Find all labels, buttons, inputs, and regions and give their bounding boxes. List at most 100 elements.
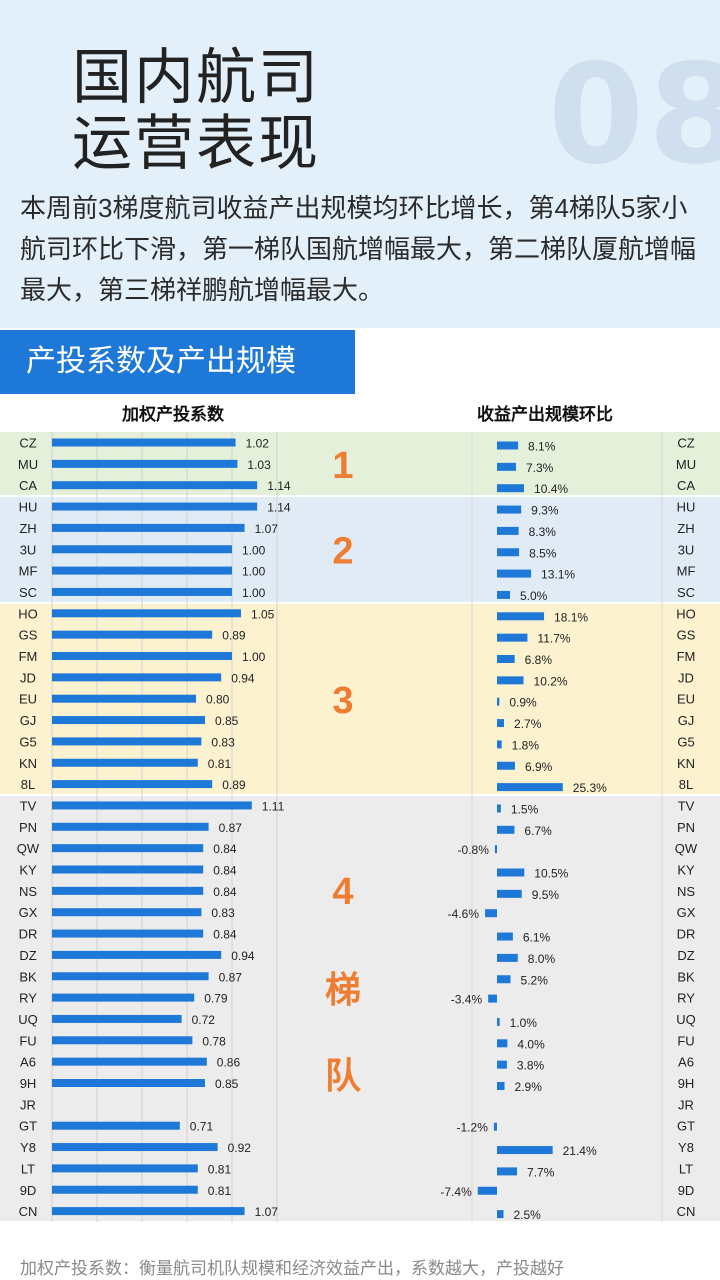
airline-code-left: KY: [19, 863, 37, 878]
airline-code-right: GS: [677, 628, 696, 643]
airline-code-right: FM: [677, 649, 696, 664]
growth-label: 1.8%: [512, 738, 540, 752]
growth-label: 8.1%: [528, 440, 556, 454]
tier-label-2: 2: [332, 530, 353, 572]
coef-label: 0.79: [204, 992, 228, 1006]
airline-code-left: QW: [17, 841, 40, 856]
airline-code-left: FM: [19, 649, 38, 664]
coef-bar: [52, 1207, 245, 1216]
airline-code-right: ZH: [677, 521, 694, 536]
airline-code-left: TV: [20, 798, 37, 813]
airline-code-right: CN: [677, 1204, 696, 1219]
airline-code-right: DZ: [677, 948, 694, 963]
airline-code-left: LT: [21, 1161, 35, 1176]
airline-code-left: MF: [19, 564, 38, 579]
growth-bar: [497, 590, 510, 599]
airline-code-left: DR: [19, 927, 38, 942]
growth-label: 2.9%: [515, 1080, 543, 1094]
coef-label: 0.87: [219, 821, 243, 835]
growth-bar: [497, 868, 525, 877]
coef-label: 1.02: [246, 437, 270, 451]
growth-label: 6.7%: [524, 824, 552, 838]
coef-label: 0.84: [213, 864, 237, 878]
growth-label: 8.3%: [529, 525, 557, 539]
growth-bar: [493, 1122, 497, 1131]
coef-label: 0.94: [231, 671, 255, 685]
growth-label: 2.7%: [514, 717, 542, 731]
growth-bar: [497, 804, 501, 813]
airline-code-right: SC: [677, 585, 695, 600]
section-title: 产投系数及产出规模: [0, 330, 355, 394]
growth-label: -4.6%: [448, 907, 480, 921]
airline-code-left: CZ: [19, 436, 36, 451]
airline-code-left: A6: [20, 1055, 36, 1070]
growth-bar: [497, 740, 502, 749]
airline-code-left: GS: [19, 628, 38, 643]
airline-code-left: HO: [18, 606, 38, 621]
growth-label: -1.2%: [457, 1121, 489, 1135]
growth-label: 1.5%: [511, 802, 539, 816]
airline-code-left: G5: [19, 734, 36, 749]
growth-label: 5.0%: [520, 589, 548, 603]
coef-label: 0.84: [213, 928, 237, 942]
growth-bar: [497, 1082, 505, 1090]
growth-label: 8.5%: [529, 546, 557, 560]
tier-label-4-char: 队: [325, 1055, 362, 1096]
page-title-line2: 运营表现: [72, 110, 320, 177]
coef-bar: [52, 1185, 198, 1194]
coef-label: 0.81: [208, 1162, 232, 1176]
airline-code-right: NS: [677, 884, 695, 899]
coef-bar: [52, 652, 232, 660]
growth-label: 2.5%: [514, 1208, 542, 1222]
coef-label: 1.00: [242, 543, 266, 557]
airline-code-left: 9D: [20, 1183, 37, 1198]
airline-code-right: LT: [679, 1161, 693, 1176]
growth-label: 6.1%: [523, 931, 551, 945]
coef-bar: [52, 523, 245, 532]
airline-code-left: HU: [19, 500, 38, 515]
coef-bar: [52, 1079, 205, 1087]
coef-bar: [52, 1014, 182, 1023]
airline-code-left: KN: [19, 756, 37, 771]
growth-bar: [497, 697, 500, 706]
airline-code-right: KN: [677, 756, 695, 771]
growth-bar: [497, 526, 519, 535]
growth-bar: [497, 1039, 508, 1048]
growth-label: 21.4%: [563, 1144, 597, 1158]
airline-code-left: GT: [19, 1119, 37, 1134]
growth-bar: [497, 1060, 507, 1069]
growth-bar: [497, 676, 524, 685]
airline-code-left: MU: [18, 457, 38, 472]
growth-label: 13.1%: [541, 568, 575, 582]
airline-code-right: DR: [677, 927, 696, 942]
coef-label: 0.83: [211, 906, 235, 920]
coef-label: 1.00: [242, 565, 266, 579]
airline-code-right: MU: [676, 457, 696, 472]
coef-bar: [52, 929, 204, 938]
airline-code-right: GT: [677, 1119, 695, 1134]
airline-code-left: DZ: [19, 948, 36, 963]
coef-bar: [52, 716, 205, 725]
airline-code-left: ZH: [19, 521, 36, 536]
airline-code-right: 3U: [678, 542, 695, 557]
growth-label: 11.7%: [537, 632, 570, 646]
growth-bar: [497, 953, 518, 962]
airline-code-right: 9D: [678, 1183, 695, 1198]
coef-bar: [52, 886, 204, 895]
airline-code-left: 8L: [21, 777, 35, 792]
growth-label: 3.8%: [517, 1059, 545, 1073]
airline-code-right: TV: [678, 798, 695, 813]
airline-code-right: HO: [676, 606, 696, 621]
airline-code-right: CZ: [677, 436, 694, 451]
growth-bar: [497, 633, 528, 642]
coef-label: 1.14: [267, 479, 291, 493]
coef-bar: [52, 758, 198, 767]
growth-bar: [477, 1186, 497, 1195]
airline-code-right: JD: [678, 670, 694, 685]
airline-code-left: JR: [20, 1097, 36, 1112]
airline-code-right: 8L: [679, 777, 693, 792]
growth-bar: [485, 909, 497, 918]
airline-code-right: BK: [677, 969, 695, 984]
growth-label: -7.4%: [440, 1185, 472, 1199]
growth-bar: [497, 932, 513, 941]
